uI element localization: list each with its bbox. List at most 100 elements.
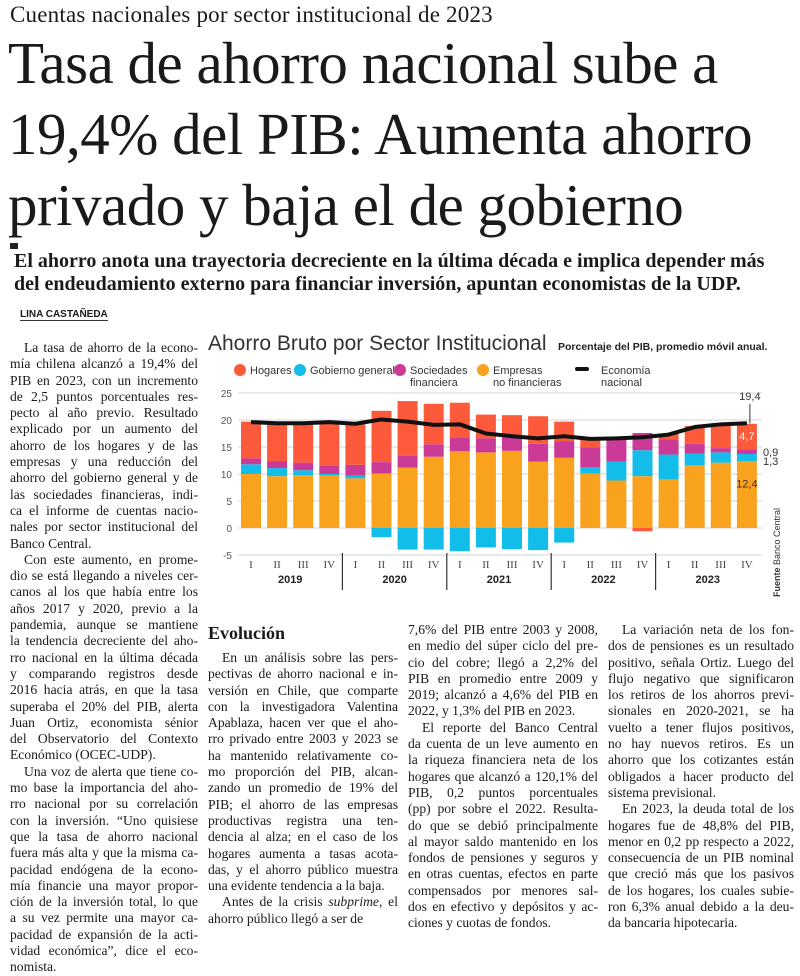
bar-sociedades-financiera	[528, 443, 549, 462]
text-line: una evidente tendencia a la baja.	[208, 878, 385, 894]
x-tick-label: IV	[428, 559, 440, 571]
bar-empresas-no-financieras	[319, 475, 340, 528]
text-line: positivo, señala Ortiz. Luego del	[608, 654, 794, 670]
bar-gobierno-general	[293, 470, 314, 476]
y-tick-label: 15	[221, 443, 233, 454]
bar-sociedades-financiera	[449, 437, 470, 452]
text-line: canos al los que había entre los	[10, 584, 198, 600]
bar-sociedades-financiera	[267, 461, 288, 469]
annotation-total: 19,4	[739, 391, 760, 403]
text-line: pacidad endógena de la econo-	[10, 861, 198, 877]
text-line: la riqueza financiera neta de los	[408, 752, 598, 768]
bar-sociedades-financiera	[736, 449, 757, 455]
annotation-gobierno: 1,3	[763, 456, 778, 468]
text-line: consecuencia de un PIB nominal	[608, 850, 794, 866]
legend-swatch-line	[575, 367, 589, 371]
text-line: 7,6% del PIB entre 2003 y 2008,	[408, 622, 598, 637]
text-line: compensados por menores sal-	[408, 882, 598, 898]
paragraph: El reporte del Banco Central da cuenta de…	[408, 720, 598, 932]
text-line: explicado por un aumento del	[10, 421, 198, 437]
bar-empresas-no-financieras	[502, 450, 522, 528]
text-line: dos en efectivo y depósitos y ac-	[408, 899, 598, 915]
x-tick-label: I	[354, 559, 358, 571]
paragraph: En 2023, la deuda total de los hogares fu…	[608, 801, 794, 931]
headline-line: privado y baja el de gobierno	[8, 172, 684, 238]
text-line: flujo negativo que significaron	[608, 670, 794, 686]
text-line: das, y el ahorro público muestra	[208, 861, 398, 877]
text-line: PIB en promedio entre 2009 y	[408, 670, 598, 686]
bar-hogares	[632, 528, 653, 532]
text-line: pectivas de ahorro nacional e in-	[208, 666, 398, 682]
bar-gobierno-general	[267, 468, 288, 477]
bar-empresas-no-financieras	[241, 474, 261, 528]
bar-sociedades-financiera	[502, 437, 522, 451]
bar-sociedades-financiera	[423, 444, 444, 457]
text-line: hogares que alcanzó a 120,1% del	[408, 768, 598, 784]
text-line: en otras cuentas, efectos en parte	[408, 866, 598, 882]
bar-empresas-no-financieras	[397, 467, 418, 528]
headline: Tasa de ahorro nacional sube a 19,4% del…	[8, 28, 788, 241]
y-tick-label: -5	[223, 551, 232, 562]
text-line: La variación neta de los fon-	[622, 622, 794, 637]
bar-hogares	[267, 423, 288, 462]
legend-label: financiera	[410, 377, 459, 389]
text-line: y comparando registros desde	[10, 665, 198, 681]
bar-empresas-no-financieras	[580, 473, 601, 528]
text-line: Económico (OCEC-UDP).	[10, 747, 156, 763]
year-label: 2019	[278, 574, 302, 586]
y-tick-label: 20	[221, 416, 233, 427]
text-line: rro nacional en la última década	[10, 649, 198, 665]
text-line: Banco Central.	[10, 535, 92, 551]
legend-swatch	[477, 364, 489, 376]
text-line: versión en Chile, que comparte	[208, 682, 398, 698]
bar-hogares	[371, 410, 392, 463]
x-tick-label: I	[249, 559, 253, 571]
y-tick-label: 10	[221, 470, 233, 481]
year-label: 2022	[591, 574, 615, 586]
bar-gobierno-general	[319, 474, 340, 476]
bar-gobierno-general	[684, 453, 705, 466]
text-line: fuera más alta y que la misma ca-	[10, 845, 198, 861]
text-line: ahorro que los cotizantes están	[608, 752, 794, 768]
bar-empresas-no-financieras	[449, 451, 470, 528]
column-2-body: En un análisis sobre las pers-pectivas d…	[208, 650, 398, 927]
text-line: ciones y cuotas de fondos.	[408, 915, 552, 931]
year-label: 2021	[487, 574, 511, 586]
text-line: en medio del súper ciclo del pre-	[408, 638, 598, 654]
headline-divider	[10, 243, 18, 249]
text-line: 2022, y 1,3% del PIB en 2023.	[408, 703, 576, 719]
text-line: hogares aumenta a tasas acota-	[208, 845, 398, 861]
bar-gobierno-general	[345, 475, 366, 479]
paragraph: La tasa de ahorro de la econo-mía chilen…	[10, 340, 198, 552]
text-line: de los hogares, los cuales subie-	[608, 882, 794, 898]
bar-gobierno-general	[475, 528, 496, 548]
text-line: sionales en 2020-2021, se ha	[608, 703, 794, 719]
text-line: ahorro público llegó a ser de	[208, 910, 364, 926]
text-line: Con este aumento, en prome-	[24, 551, 198, 567]
annotation-hogares: 4,7	[739, 431, 754, 443]
bar-empresas-no-financieras	[345, 478, 366, 528]
paragraph: La variación neta de los fon-dos de pens…	[608, 622, 794, 801]
x-tick-label: III	[715, 559, 726, 571]
bar-gobierno-general	[554, 528, 575, 543]
text-line: obligados a hacer producto del	[608, 768, 794, 784]
text-line: En un análisis sobre las pers-	[222, 650, 398, 665]
text-line: mía chilena alcanzó a 19,4% del	[10, 356, 198, 372]
text-line: años 2017 y 2020, previo a la	[10, 600, 198, 616]
text-line: rro nacional por su correlación	[10, 796, 198, 812]
bar-empresas-no-financieras	[554, 457, 575, 528]
text-line: la tendencia decreciente del aho-	[10, 633, 198, 649]
bar-hogares	[580, 439, 601, 448]
text-line: hogares fue de 48,8% del PIB,	[608, 817, 794, 833]
legend-swatch	[394, 364, 406, 376]
text-line: Apablaza, hacen ver que el aho-	[208, 715, 398, 731]
bar-sociedades-financiera	[658, 439, 679, 455]
bar-sociedades-financiera	[580, 447, 601, 467]
x-tick-label: II	[482, 559, 490, 571]
bar-sociedades-financiera	[293, 462, 314, 471]
text-line: PIB, 0,2 puntos porcentuales	[408, 784, 598, 800]
text-line: dos de pensiones es un resultado	[608, 638, 794, 654]
text-line: del Observatorio del Contexto	[10, 731, 198, 747]
text-line: PIB en 2023, con un incremento	[10, 372, 198, 388]
legend-label: Economía	[601, 365, 651, 377]
